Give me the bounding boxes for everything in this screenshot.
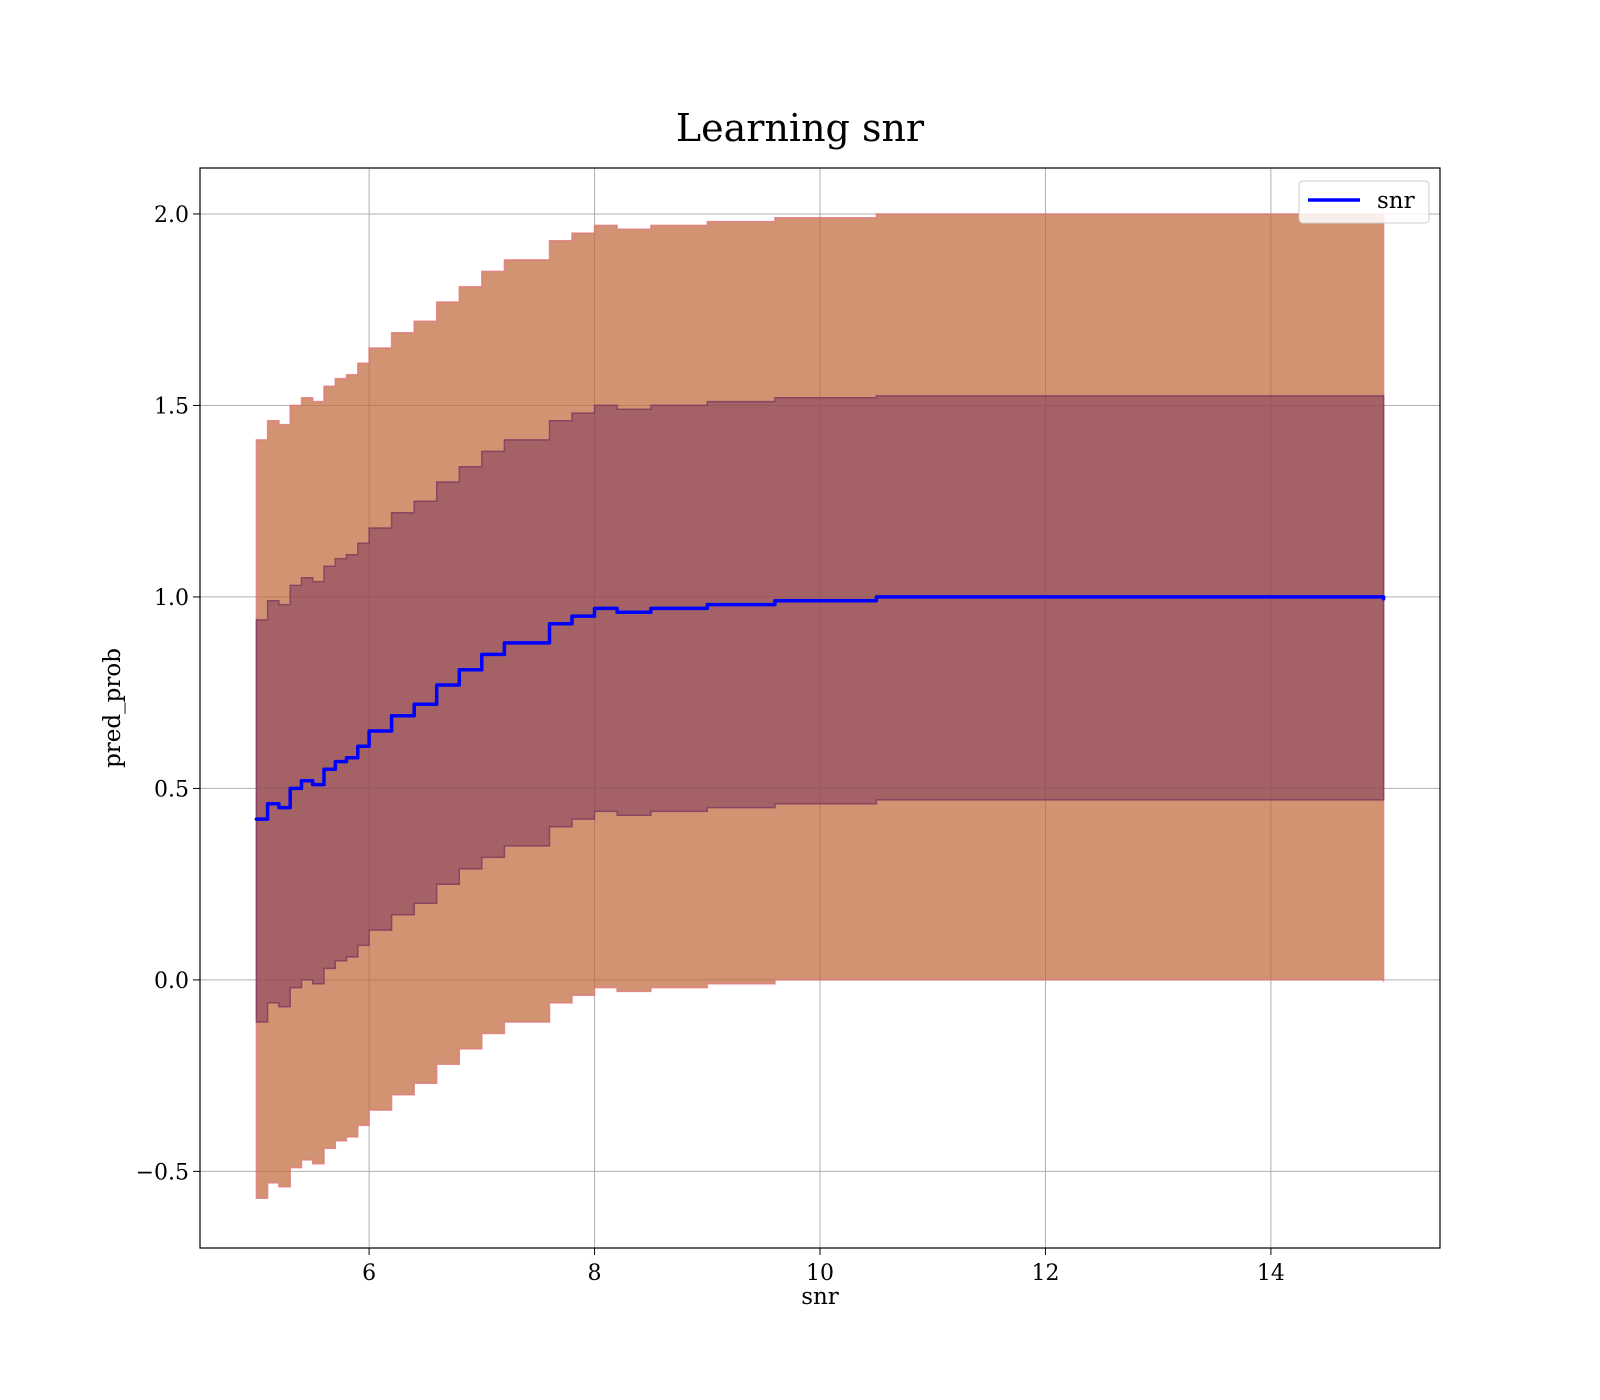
- legend: snr: [1298, 180, 1430, 224]
- x-tick-label: 10: [806, 1261, 834, 1286]
- y-tick-label: 0.0: [154, 969, 189, 994]
- y-tick-label: 0.5: [154, 777, 189, 802]
- series-line-snr: [254, 595, 1386, 821]
- confidence-bands: [255, 213, 1385, 1199]
- y-tick-label: 2.0: [154, 203, 189, 228]
- legend-label-snr: snr: [1377, 188, 1415, 214]
- x-tick-label: 8: [588, 1261, 602, 1286]
- y-axis-ticks: −0.5 0.0 0.5 1.0 1.5 2.0: [136, 203, 200, 1185]
- x-tick-label: 6: [362, 1261, 376, 1286]
- y-axis-label: pred_prob: [100, 648, 126, 768]
- y-tick-label: 1.0: [154, 586, 189, 611]
- legend-box: [1298, 180, 1430, 224]
- y-tick-label: −0.5: [136, 1160, 189, 1185]
- x-axis-label: snr: [801, 1284, 839, 1310]
- chart-title: Learning snr: [676, 106, 925, 150]
- series-lines: [254, 595, 1386, 821]
- x-axis-ticks: 6 8 10 12 14: [362, 1248, 1285, 1286]
- y-tick-label: 1.5: [154, 394, 189, 419]
- x-tick-label: 14: [1257, 1261, 1285, 1286]
- x-tick-label: 12: [1031, 1261, 1059, 1286]
